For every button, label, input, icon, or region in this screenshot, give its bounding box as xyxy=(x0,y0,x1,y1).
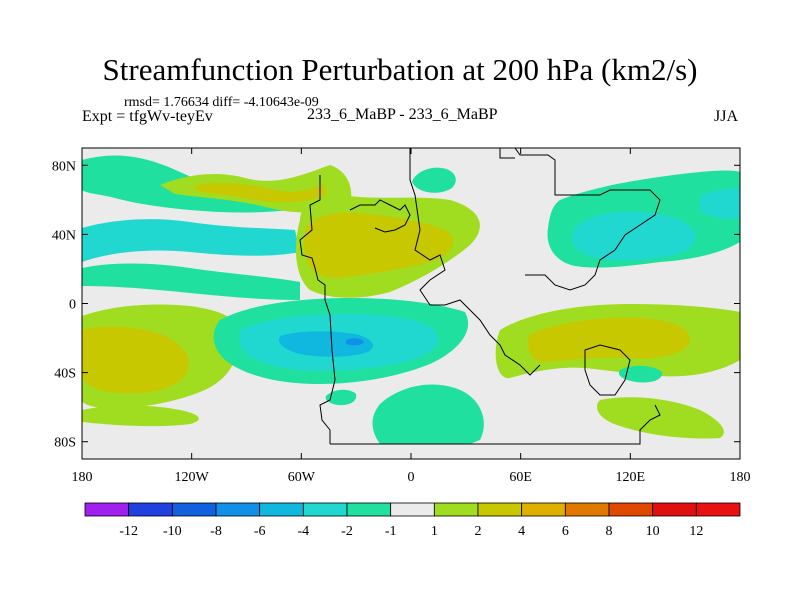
x-tick-label: 0 xyxy=(408,470,415,485)
colorbar: -12 -10 -8 -6 -4 -2 -1 1 2 4 6 8 10 12 xyxy=(84,502,741,539)
colorbar-label: 6 xyxy=(562,524,569,539)
x-tick-label: 60E xyxy=(509,470,532,485)
south-indian-yellow xyxy=(528,317,690,362)
rmsd-label: rmsd= 1.76634 diff= -4.10643e-09 xyxy=(124,95,319,110)
y-tick-label: 80S xyxy=(54,436,76,451)
x-tick-label: 60W xyxy=(288,470,316,485)
colorbar-swatch xyxy=(171,502,217,517)
colorbar-label: -10 xyxy=(163,524,182,539)
colorbar-swatch xyxy=(521,502,566,517)
se-green-blob xyxy=(618,365,663,383)
y-tick-label: 40N xyxy=(52,228,76,243)
chart-title: Streamfunction Perturbation at 200 hPa (… xyxy=(102,52,698,87)
colorbar-label: 8 xyxy=(606,524,613,539)
x-tick-label: 120E xyxy=(616,470,646,485)
greenland-coast xyxy=(349,199,411,233)
y-tick-label: 80N xyxy=(52,159,76,174)
na-yellow-band xyxy=(195,183,326,203)
colorbar-swatch xyxy=(608,502,654,517)
colorbar-swatch xyxy=(346,502,392,517)
colorbar-swatch xyxy=(215,502,261,517)
colorbar-swatch xyxy=(390,502,435,517)
colorbar-swatch xyxy=(564,502,610,517)
sw-green-blob xyxy=(325,389,357,406)
australia-coast xyxy=(584,344,631,396)
colorbar-label: -2 xyxy=(341,524,353,539)
colorbar-swatch xyxy=(695,502,741,517)
asia-coast xyxy=(420,148,661,291)
case-label: 233_6_MaBP - 233_6_MaBP xyxy=(307,106,498,123)
x-tick-label: 180 xyxy=(72,470,93,485)
x-tick-label: 120W xyxy=(175,470,210,485)
experiment-label: Expt = tfgWv-teyEv xyxy=(82,108,213,125)
colorbar-label: 12 xyxy=(689,524,703,539)
colorbar-label: 2 xyxy=(475,524,482,539)
south-atlantic-blue xyxy=(279,331,373,357)
colorbar-swatch xyxy=(477,502,523,517)
eurasia-cyan xyxy=(572,211,696,261)
contour-fields xyxy=(82,148,740,445)
x-tick-label: 180 xyxy=(730,470,751,485)
colorbar-swatch xyxy=(128,502,173,517)
axis-ticks: 180 120W 60W 0 60E 120E 180 80N 40N 0 40S 80S xyxy=(52,148,751,485)
south-pacific-yellow xyxy=(82,326,189,394)
colorbar-label: -12 xyxy=(119,524,138,539)
atlantic-yellow xyxy=(303,212,454,278)
nw-cyan-band xyxy=(82,219,300,262)
arctic-green-blob xyxy=(412,167,456,193)
colorbar-swatch xyxy=(302,502,348,517)
americas-coast xyxy=(299,175,336,444)
y-tick-label: 40S xyxy=(54,367,76,382)
colorbar-label: 10 xyxy=(646,524,660,539)
colorbar-label: -8 xyxy=(210,524,222,539)
colorbar-swatch xyxy=(433,502,479,517)
colorbar-swatch xyxy=(652,502,697,517)
colorbar-swatch xyxy=(259,502,304,517)
southern-green-east xyxy=(596,397,724,439)
south-atlantic-core xyxy=(346,338,364,346)
arctic-island xyxy=(499,148,515,159)
coastlines xyxy=(299,148,661,445)
season-label: JJA xyxy=(714,108,739,125)
colorbar-label: 1 xyxy=(431,524,438,539)
colorbar-label: -1 xyxy=(385,524,397,539)
ne-cyan-band xyxy=(700,188,740,219)
colorbar-label: -4 xyxy=(297,524,309,539)
southern-ocean-green xyxy=(372,384,484,444)
tropical-green-left xyxy=(82,263,300,300)
colorbar-label: -6 xyxy=(254,524,266,539)
southern-green-west xyxy=(82,405,199,427)
colorbar-label: 4 xyxy=(518,524,525,539)
y-tick-label: 0 xyxy=(69,298,76,313)
colorbar-swatch xyxy=(84,502,130,517)
europe-africa-coast xyxy=(372,148,541,376)
antarctica-coast xyxy=(330,404,661,445)
